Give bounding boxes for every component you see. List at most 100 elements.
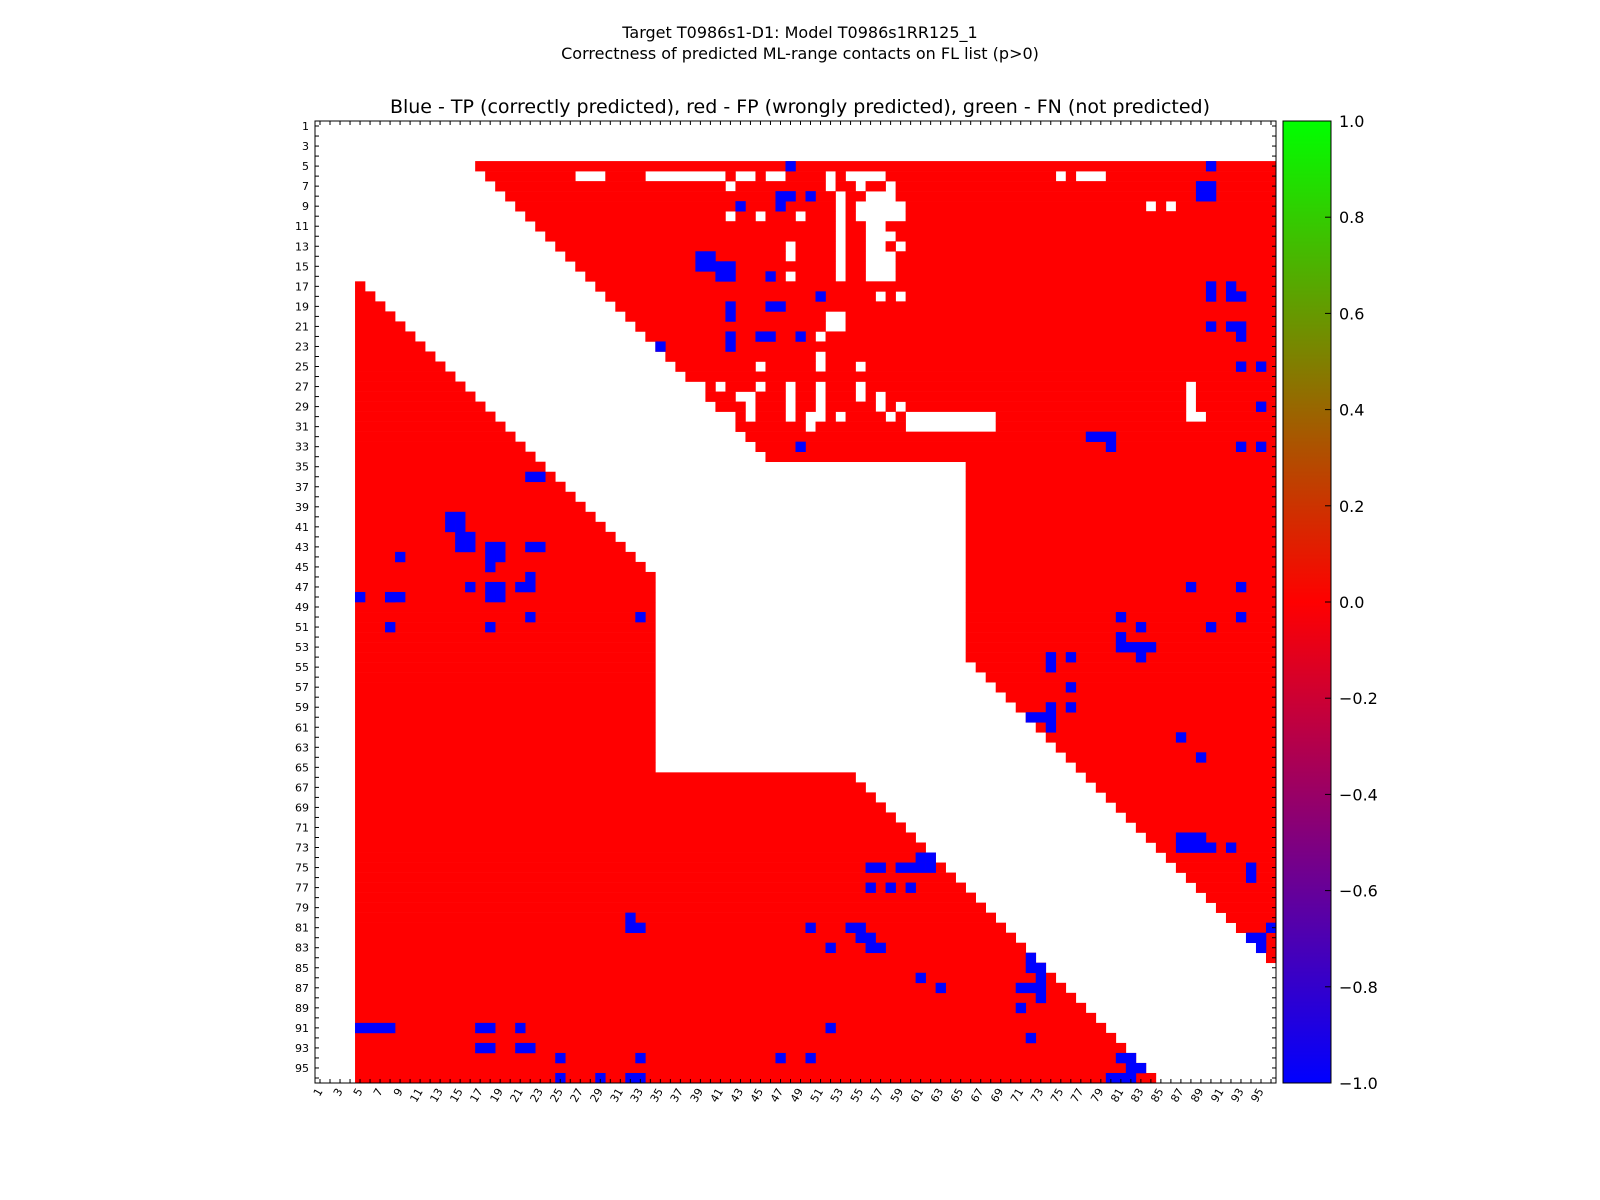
fp-cell-strip [845, 191, 866, 202]
y-tick-label: 11 [295, 220, 309, 233]
fp-cell-strip [845, 201, 856, 212]
fp-cell-strip [885, 391, 1187, 402]
fp-cell-strip [355, 571, 656, 583]
fp-cell-strip [1265, 952, 1277, 964]
x-tick-label: 43 [728, 1086, 746, 1105]
tp-cell [1045, 712, 1057, 723]
y-tick-label: 13 [295, 240, 309, 253]
tp-cell [475, 1042, 486, 1054]
fp-cell-strip [355, 371, 456, 382]
figure-title-line2: Correctness of predicted ML-range contac… [561, 44, 1039, 63]
tp-cell [1085, 431, 1097, 442]
tp-cell [765, 301, 776, 312]
colorbar-tick-label: −0.2 [1339, 689, 1378, 708]
tp-cell [1235, 612, 1247, 623]
fp-cell-strip [585, 271, 786, 282]
fp-cell-strip [795, 381, 816, 392]
tp-cell [845, 922, 856, 933]
fp-cell-strip [1165, 852, 1277, 863]
fp-cell-strip [1205, 892, 1277, 903]
fp-cell-strip [1225, 912, 1277, 923]
fp-cell-strip [355, 882, 966, 893]
tp-cell [865, 942, 876, 954]
colorbar-tick-label: −0.4 [1339, 785, 1378, 804]
x-tick-label: 79 [1088, 1086, 1106, 1105]
tp-cell [925, 852, 936, 863]
tp-cell [905, 882, 916, 893]
colorbar-ticks: 1.0 0.8 0.6 0.4 0.2 0.0 −0.2 −0.4 −0.6 −0.8 −1.0 [1325, 112, 1378, 1093]
fp-cell-strip [355, 511, 596, 523]
y-tick-label: 27 [295, 381, 309, 394]
fp-cell-strip [355, 872, 956, 883]
tp-cell [1035, 962, 1047, 974]
fp-cell-strip [355, 762, 656, 773]
fp-cell-strip [965, 481, 1277, 493]
fp-cell-strip [895, 231, 1277, 242]
tp-cell [725, 341, 736, 352]
tp-cell [525, 571, 536, 583]
tp-cell [635, 922, 646, 933]
fp-cell-strip [475, 161, 1277, 172]
tp-cell [1205, 181, 1217, 192]
fp-cell-strip [615, 301, 1277, 312]
y-axis-ticks: 1357911131517192123252729313335373941434… [295, 120, 1276, 1079]
tp-cell [1115, 642, 1127, 653]
tp-cell [445, 511, 456, 523]
tp-cell [515, 1022, 526, 1034]
tp-cell [495, 541, 506, 553]
y-tick-label: 95 [295, 1062, 309, 1075]
tp-cell [525, 612, 536, 623]
fp-cell-strip [965, 501, 1277, 513]
fp-cell-strip [355, 772, 856, 783]
tp-cell [1185, 581, 1197, 593]
y-tick-label: 19 [295, 300, 309, 313]
fp-cell-strip [975, 662, 1277, 673]
tp-cell [1255, 942, 1267, 954]
fp-cell-strip [355, 942, 1027, 954]
fp-cell-strip [1125, 812, 1277, 823]
tp-cell [655, 341, 666, 352]
x-tick-label: 17 [468, 1086, 486, 1105]
fp-cell-strip [355, 291, 376, 302]
tp-cell [1205, 321, 1217, 332]
fp-cell-strip [1195, 882, 1277, 893]
fp-cell-strip [355, 732, 656, 743]
tp-cell [465, 541, 476, 553]
fp-cell-strip [1195, 381, 1277, 392]
fp-cell-strip [355, 862, 946, 873]
y-tick-label: 59 [295, 701, 309, 714]
fp-cell-strip [355, 962, 1047, 974]
y-tick-label: 35 [295, 461, 309, 474]
fp-cell-strip [965, 602, 1277, 613]
fp-cell-strip [755, 441, 1277, 452]
tp-cell [1225, 281, 1237, 292]
x-tick-label: 67 [968, 1086, 986, 1105]
x-tick-label: 93 [1228, 1086, 1246, 1105]
fp-cell-strip [355, 351, 436, 362]
tp-cell [1245, 872, 1257, 883]
fp-cell-strip [885, 221, 1277, 232]
fp-cell-strip [755, 411, 786, 422]
tp-cell [1105, 1072, 1117, 1084]
y-tick-label: 43 [295, 541, 309, 554]
fp-cell-strip [355, 902, 986, 913]
tp-cell [1065, 652, 1077, 663]
tp-cell [1195, 752, 1207, 763]
tp-cell [865, 882, 876, 893]
y-tick-label: 33 [295, 441, 309, 454]
tp-cell [385, 622, 396, 633]
fp-cell-strip [355, 672, 656, 683]
fp-cell-strip [1065, 752, 1277, 763]
tp-cell [1225, 291, 1237, 302]
y-tick-label: 83 [295, 942, 309, 955]
fp-cell-strip [355, 682, 656, 693]
tp-cell [625, 912, 636, 923]
fp-cell-strip [995, 682, 1277, 693]
fp-cell-strip [655, 341, 1277, 352]
fp-cell-strip [825, 361, 856, 372]
x-tick-label: 73 [1028, 1086, 1046, 1105]
fp-cell-strip [845, 311, 1277, 322]
tp-cell [865, 862, 876, 873]
fp-cell-strip [355, 602, 656, 613]
x-tick-label: 13 [427, 1086, 445, 1105]
